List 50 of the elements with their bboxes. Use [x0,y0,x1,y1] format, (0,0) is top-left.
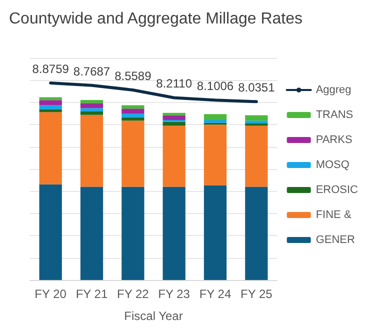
bar [204,124,227,186]
bar [162,115,186,120]
bar [162,126,186,187]
legend-label: PARKS [316,134,352,146]
x-tick-label: FY 21 [76,287,108,301]
bar [39,184,62,280]
bar [80,114,104,187]
bar [162,122,186,126]
bar [204,120,227,123]
bar [39,105,62,110]
bar [80,100,104,104]
bar [245,186,268,280]
data-label: 8.2110 [156,76,192,91]
chart-title: Countywide and Aggregate Millage Rates [9,10,303,28]
legend-label: Aggreg [316,84,352,96]
bar [245,126,268,187]
bar [122,108,144,114]
bar [204,185,227,280]
data-label: 8.8759 [32,62,70,76]
bar [245,123,268,126]
bar [122,186,144,280]
bar [80,103,104,108]
bar [245,115,268,121]
legend-label: FINE & [316,209,352,221]
x-tick-label: FY 23 [158,287,190,301]
bar [204,114,227,120]
x-axis-title: Fiscal Year [124,309,183,323]
x-tick-label: FY 20 [34,287,67,301]
bar [162,186,186,280]
legend-label: GENER [316,234,355,246]
bar [39,112,62,184]
x-tick-label: FY 24 [199,287,232,301]
bar [80,108,104,112]
data-label: 8.1006 [196,79,234,94]
x-tick-label: FY 25 [240,287,273,301]
legend-label: MOSQ [316,159,350,171]
data-label: 8.0351 [238,80,276,95]
data-label: 8.7687 [73,64,110,78]
x-tick-label: FY 22 [117,287,150,301]
bar [122,120,144,187]
data-label: 8.5589 [114,68,152,83]
legend-label: EROSIC [316,184,358,196]
bar [122,114,144,118]
legend-label: TRANS [316,109,354,121]
bar [80,112,104,115]
bar [245,120,268,124]
bar [39,100,62,106]
bar [162,112,186,116]
bar [80,186,104,280]
bar [39,110,62,112]
